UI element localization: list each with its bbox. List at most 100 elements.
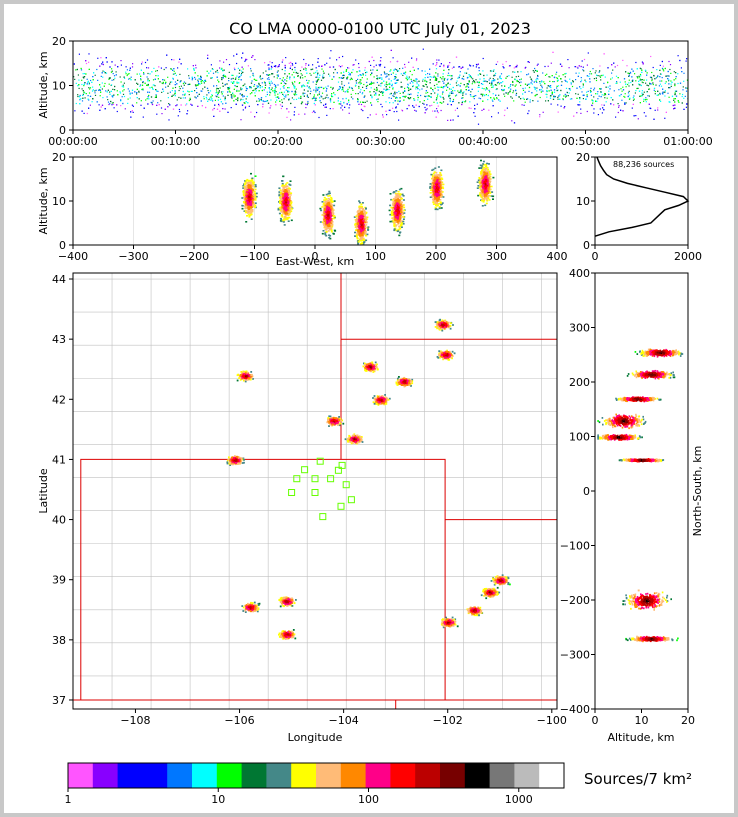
ew-source xyxy=(281,180,283,182)
time-height-source xyxy=(301,101,303,103)
time-height-source xyxy=(654,90,656,93)
time-height-source xyxy=(157,75,159,77)
time-height-source xyxy=(599,108,601,110)
time-height-source xyxy=(222,85,224,87)
time-height-source xyxy=(493,79,495,81)
time-height-source xyxy=(102,63,104,66)
time-height-source xyxy=(268,67,270,69)
time-height-source xyxy=(455,56,458,58)
time-height-source xyxy=(679,59,681,62)
time-height-source xyxy=(631,68,633,70)
time-height-source xyxy=(279,92,281,94)
time-height-source xyxy=(338,77,340,79)
time-height-source xyxy=(469,64,471,66)
time-height-source xyxy=(217,92,219,94)
time-height-source xyxy=(472,81,474,83)
time-height-source xyxy=(474,115,476,117)
time-height-source xyxy=(570,83,572,85)
time-height-source xyxy=(626,65,628,67)
time-height-source xyxy=(634,92,636,94)
time-height-source xyxy=(341,105,343,107)
time-height-source xyxy=(146,67,148,69)
ew-source xyxy=(251,186,254,188)
ew-source xyxy=(254,202,257,204)
time-height-source xyxy=(616,82,618,84)
time-height-source xyxy=(216,87,218,89)
time-height-source xyxy=(638,83,640,85)
time-height-source xyxy=(221,77,223,79)
time-height-source xyxy=(188,94,190,96)
time-height-source xyxy=(340,86,342,88)
time-height-source xyxy=(348,87,351,89)
time-height-source xyxy=(371,104,373,106)
time-height-source xyxy=(447,65,449,67)
time-height-source xyxy=(645,70,647,72)
ew-source xyxy=(241,207,244,210)
time-height-source xyxy=(310,90,312,92)
ew-source xyxy=(283,192,286,194)
time-height-source xyxy=(628,75,630,77)
time-height-source xyxy=(417,94,419,97)
ew-source xyxy=(282,194,285,197)
time-height-source xyxy=(498,99,500,101)
time-height-source xyxy=(316,81,318,84)
time-height-source xyxy=(540,84,542,86)
time-height-source xyxy=(127,73,129,75)
time-height-source xyxy=(264,87,266,89)
ew-source xyxy=(280,200,283,203)
ew-source xyxy=(290,192,293,194)
time-height-source xyxy=(527,61,529,63)
time-height-source xyxy=(357,78,359,80)
time-height-source xyxy=(412,66,414,68)
time-height-source xyxy=(325,90,327,92)
ew-source xyxy=(248,196,251,198)
time-height-source xyxy=(330,86,332,88)
time-height-source xyxy=(322,76,324,78)
ew-source xyxy=(321,232,324,235)
time-height-source xyxy=(316,89,319,91)
time-height-source xyxy=(429,105,431,107)
time-height-source xyxy=(172,94,174,96)
time-height-source xyxy=(402,74,404,76)
time-height-source xyxy=(436,97,438,99)
time-height-source xyxy=(329,57,331,59)
time-height-source xyxy=(370,94,372,96)
time-height-source xyxy=(156,90,158,92)
time-height-source xyxy=(548,90,550,92)
time-height-source xyxy=(233,55,235,57)
time-height-source xyxy=(299,76,302,78)
time-height-source xyxy=(395,79,398,81)
time-height-source xyxy=(286,108,288,110)
time-height-source xyxy=(271,62,273,64)
time-height-source xyxy=(483,74,485,77)
time-height-source xyxy=(142,88,144,90)
ew-source xyxy=(326,225,329,227)
time-height-source xyxy=(282,80,284,82)
time-height-source xyxy=(649,107,651,109)
time-height-source xyxy=(204,86,206,88)
time-height-source xyxy=(582,94,584,96)
time-height-source xyxy=(648,88,650,90)
time-height-source xyxy=(341,89,343,91)
time-height-source xyxy=(140,79,142,81)
time-height-source xyxy=(324,64,326,66)
time-height-source xyxy=(581,91,583,93)
time-height-source xyxy=(123,82,125,84)
time-height-source xyxy=(236,82,238,84)
time-height-source xyxy=(452,92,454,94)
time-height-source xyxy=(277,96,279,98)
time-height-source xyxy=(452,119,454,121)
time-height-source xyxy=(556,71,558,73)
time-height-source xyxy=(427,73,429,75)
time-height-source xyxy=(489,77,491,79)
time-height-source xyxy=(421,88,423,90)
time-height-source xyxy=(281,79,283,81)
time-height-source xyxy=(99,95,101,97)
time-height-source xyxy=(631,107,633,109)
time-height-source xyxy=(375,94,377,96)
time-height-source xyxy=(639,67,641,69)
time-height-source xyxy=(557,98,559,100)
time-height-source xyxy=(430,93,432,95)
time-height-source xyxy=(409,97,412,99)
time-height-source xyxy=(542,90,544,92)
